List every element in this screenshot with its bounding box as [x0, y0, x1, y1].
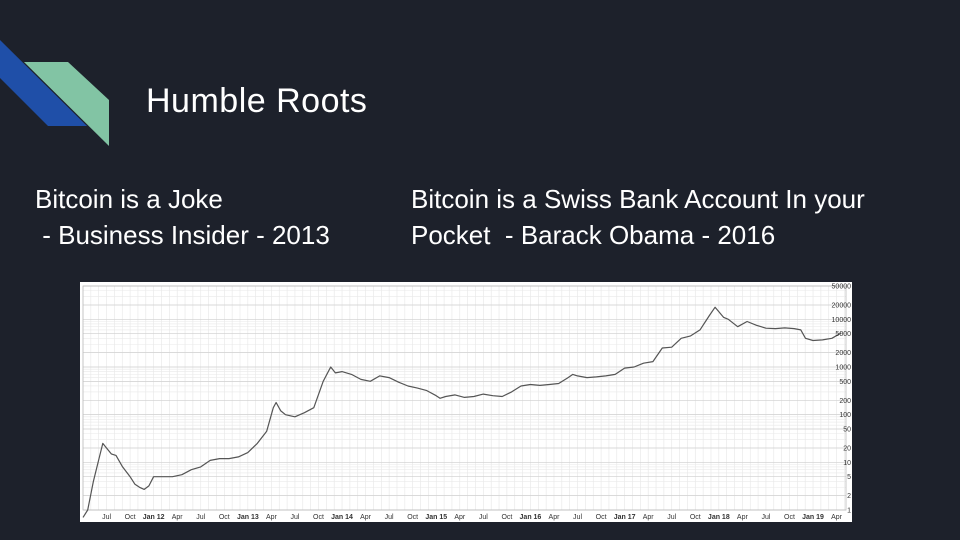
x-axis-ticks: Jul Oct Jan 12 Apr Jul Oct Jan 13 Apr Jul Oct Jan …	[102, 514, 843, 521]
y-tick-label: 100	[839, 412, 851, 419]
price-chart-svg: 1 2 5 10 20 50 100 200 500 1000 2000 5000 10000 20000…	[82, 284, 852, 521]
y-tick-label: 500	[839, 379, 851, 386]
x-tick-label: Jul	[102, 514, 111, 521]
y-tick-label: 10	[843, 460, 851, 467]
y-tick-label: 5000	[835, 331, 851, 338]
x-tick-label: Jul	[573, 514, 582, 521]
x-tick-label: Apr	[643, 514, 655, 521]
x-tick-label: Oct	[501, 514, 512, 521]
corner-accent	[0, 40, 109, 146]
x-tick-label: Jan 18	[708, 514, 730, 521]
y-tick-label: 20000	[832, 302, 852, 309]
plot-frame	[82, 285, 847, 511]
x-tick-label: Oct	[313, 514, 324, 521]
x-tick-label: Jul	[479, 514, 488, 521]
x-tick-label: Apr	[266, 514, 278, 521]
chart-grid	[82, 285, 847, 511]
x-tick-label: Jul	[385, 514, 394, 521]
x-tick-label: Jan 16	[520, 514, 542, 521]
x-tick-label: Jan 19	[802, 514, 824, 521]
x-tick-label: Jul	[667, 514, 676, 521]
x-tick-label: Oct	[219, 514, 230, 521]
x-tick-label: Jul	[761, 514, 770, 521]
x-tick-label: Apr	[737, 514, 749, 521]
x-tick-label: Apr	[549, 514, 561, 521]
corner-accent-blue	[0, 40, 87, 126]
x-tick-label: Oct	[407, 514, 418, 521]
x-tick-label: Oct	[125, 514, 136, 521]
x-tick-label: Jan 14	[331, 514, 353, 521]
chart-series	[82, 306, 842, 518]
x-tick-label: Jul	[290, 514, 299, 521]
x-tick-label: Apr	[360, 514, 372, 521]
x-tick-label: Oct	[784, 514, 795, 521]
y-tick-label: 1000	[835, 364, 851, 371]
price-chart: 1 2 5 10 20 50 100 200 500 1000 2000 5000 10000 20000…	[80, 282, 852, 522]
series-line-0	[82, 306, 842, 518]
x-tick-label: Oct	[596, 514, 607, 521]
corner-accent-green	[24, 62, 109, 146]
x-tick-label: Jul	[196, 514, 205, 521]
x-tick-label: Jan 13	[237, 514, 259, 521]
y-tick-label: 10000	[832, 317, 852, 324]
y-tick-label: 20	[843, 445, 851, 452]
quote-left: Bitcoin is a Joke - Business Insider - 2…	[35, 184, 330, 250]
y-tick-label: 1	[847, 508, 851, 515]
y-tick-label: 5	[847, 474, 851, 481]
x-tick-label: Apr	[831, 514, 843, 521]
y-tick-label: 50	[843, 427, 851, 434]
x-tick-label: Apr	[454, 514, 466, 521]
x-tick-label: Jan 17	[614, 514, 636, 521]
y-tick-label: 2000	[835, 350, 851, 357]
x-tick-label: Jan 15	[425, 514, 447, 521]
y-tick-label: 200	[839, 398, 851, 405]
quote-right: Bitcoin is a Swiss Bank Account In your …	[411, 184, 865, 250]
x-tick-label: Jan 12	[143, 514, 165, 521]
y-tick-label: 50000	[832, 284, 852, 291]
y-axis-ticks: 1 2 5 10 20 50 100 200 500 1000 2000 5000 10000 20000…	[832, 284, 852, 515]
y-tick-label: 2	[847, 493, 851, 500]
slide-title: Humble Roots	[146, 82, 368, 120]
x-tick-label: Oct	[690, 514, 701, 521]
x-tick-label: Apr	[172, 514, 184, 521]
